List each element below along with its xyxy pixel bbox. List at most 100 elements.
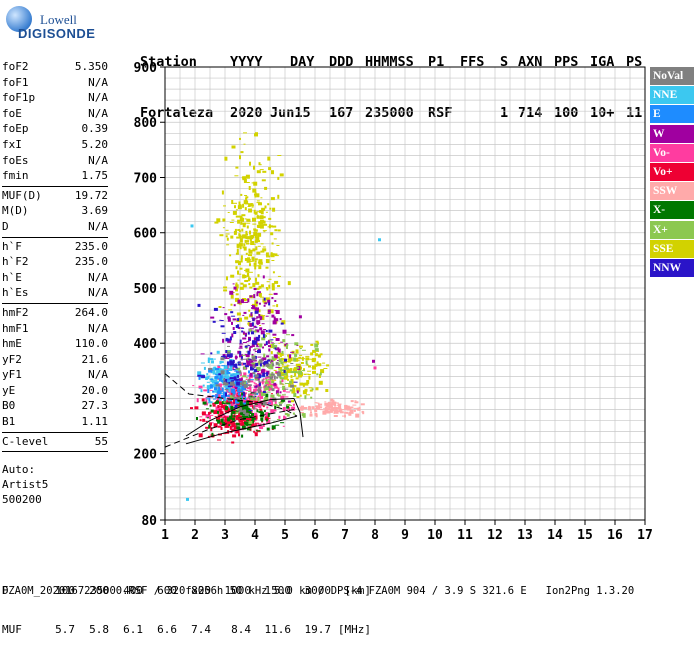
echo-point: [236, 394, 239, 396]
echo-point: [224, 379, 228, 382]
echo-point: [260, 330, 265, 335]
header-col-iga: IGA: [590, 54, 615, 70]
echo-point: [305, 360, 308, 365]
echo-point: [316, 406, 319, 409]
echo-point: [268, 348, 271, 352]
echo-point: [236, 248, 239, 253]
param-row: B1 1.11: [2, 414, 108, 430]
echo-point: [232, 402, 235, 404]
echo-point: [316, 373, 319, 376]
echo-point: [234, 205, 236, 209]
param-row: h`Es N/A: [2, 285, 108, 301]
echo-point: [219, 375, 223, 379]
y-tick-label: 80: [141, 514, 157, 529]
echo-point: [223, 286, 228, 289]
echo-point: [280, 395, 285, 400]
echo-point: [251, 420, 254, 424]
echo-point: [286, 369, 291, 374]
echo-point: [261, 337, 266, 341]
footer-value: 8.4: [231, 623, 251, 636]
echo-point: [235, 297, 239, 302]
echo-point: [270, 225, 273, 228]
echo-point: [272, 207, 276, 212]
param-label: h`F: [2, 239, 22, 253]
echo-point: [265, 376, 269, 378]
echo-point: [270, 383, 274, 386]
footer-value: 200: [89, 584, 109, 597]
echo-point: [305, 357, 310, 361]
echo-point: [223, 386, 226, 388]
param-label: M(D): [2, 204, 29, 218]
echo-point: [208, 402, 213, 403]
echo-point: [215, 385, 220, 387]
echo-point: [272, 333, 277, 336]
echo-point: [259, 260, 262, 263]
echo-point: [256, 265, 259, 267]
echo-point: [277, 359, 279, 361]
echo-point: [286, 413, 290, 417]
muf-row: MUF 5.7 5.8 6.1 6.6 7.4 8.4 11.6 19.7 [MHz]: [2, 623, 371, 636]
echo-point: [243, 243, 246, 247]
echo-point: [252, 330, 257, 333]
echo-point: [257, 226, 262, 228]
echo-point: [248, 370, 250, 374]
echo-point: [248, 203, 252, 207]
echo-point: [262, 372, 266, 377]
echo-point: [232, 434, 237, 438]
echo-point: [210, 414, 214, 416]
echo-point: [265, 287, 268, 289]
echo-point: [278, 366, 283, 370]
echo-point: [253, 362, 257, 367]
echo-point: [235, 399, 240, 403]
echo-point: [218, 397, 222, 401]
autoscaling-info: Auto: Artist5 500200: [2, 462, 108, 507]
echo-point: [244, 239, 247, 243]
param-value: 264.0: [74, 305, 108, 319]
echo-point: [266, 406, 269, 409]
echo-point: [263, 329, 267, 330]
echo-point: [229, 395, 234, 399]
echo-point: [252, 319, 255, 322]
echo-point: [253, 395, 255, 399]
echo-point: [346, 409, 351, 411]
echo-point: [244, 365, 249, 368]
echo-point: [235, 252, 239, 255]
param-value: 5.20: [81, 137, 109, 151]
x-tick-label: 15: [577, 528, 593, 543]
echo-point: [235, 411, 239, 414]
echo-point: [232, 292, 235, 293]
echo-point: [304, 395, 307, 400]
globe-icon: [6, 6, 32, 32]
echo-point: [267, 379, 271, 381]
echo-point: [215, 394, 219, 399]
echo-point: [267, 387, 272, 391]
echo-point: [277, 405, 280, 408]
echo-point: [353, 407, 358, 409]
echo-point: [233, 331, 237, 334]
echo-point: [237, 279, 240, 281]
echo-point: [355, 413, 360, 418]
echo-point: [327, 403, 331, 406]
echo-point: [309, 413, 313, 417]
echo-point: [228, 403, 231, 408]
echo-point: [248, 410, 253, 412]
echo-point: [242, 203, 245, 208]
echo-point: [197, 374, 202, 377]
echo-point: [250, 359, 254, 363]
echo-point: [292, 375, 295, 377]
echo-point: [316, 341, 319, 345]
echo-point: [253, 294, 256, 299]
echo-point: [198, 433, 203, 438]
echo-point: [220, 320, 224, 321]
echo-point: [245, 424, 250, 426]
echo-point: [270, 340, 273, 342]
echo-point: [232, 373, 236, 376]
x-tick-label: 12: [487, 528, 503, 543]
echo-point: [294, 353, 298, 357]
echo-point: [314, 353, 318, 357]
echo-point: [294, 372, 297, 377]
param-row: h`E N/A: [2, 270, 108, 286]
echo-point: [220, 355, 224, 357]
echo-point: [247, 259, 251, 261]
echo-point: [214, 221, 219, 224]
